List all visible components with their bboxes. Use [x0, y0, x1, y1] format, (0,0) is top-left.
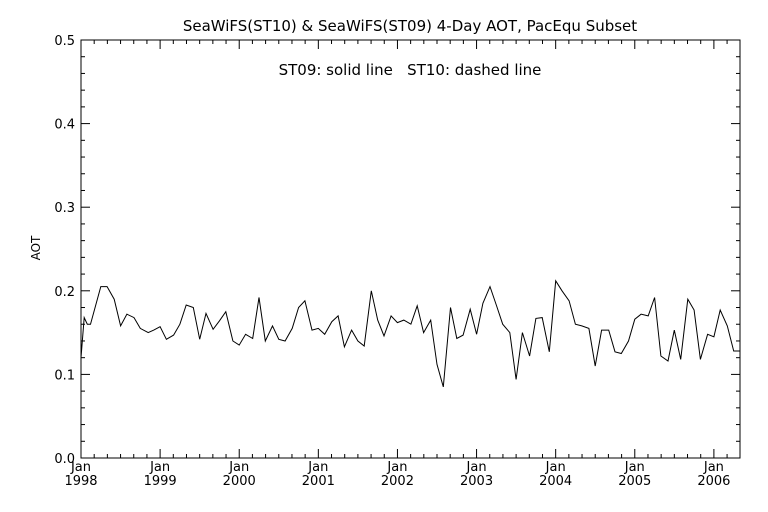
x-tick-month-label: Jan: [307, 460, 328, 475]
x-tick-year-label: 2003: [460, 474, 493, 489]
y-tick-label: 0.5: [54, 34, 75, 49]
y-tick-label: 0.2: [54, 285, 75, 300]
x-tick-year-label: 1999: [144, 474, 177, 489]
plot-frame: [80, 39, 741, 459]
y-tick-label: 0.3: [54, 201, 75, 216]
x-tick-year-label: 2005: [618, 474, 651, 489]
series-style-annotation: ST09: solid line ST10: dashed line: [279, 61, 542, 79]
x-tick-month-label: Jan: [149, 460, 170, 475]
y-axis-ticks: 0.0 0.1 0.2 0.3 0.4 0.5: [54, 34, 740, 467]
x-tick-year-label: 2000: [223, 474, 256, 489]
x-tick-year-label: 2004: [539, 474, 572, 489]
x-tick-month-label: Jan: [545, 460, 566, 475]
x-tick-month-label: Jan: [228, 460, 249, 475]
x-tick-year-label: 1998: [64, 474, 97, 489]
x-tick-month-label: Jan: [624, 460, 645, 475]
series-line-st09: [80, 279, 740, 388]
x-axis-ticks: Jan1998Jan1999Jan2000Jan2001Jan2002Jan20…: [64, 40, 730, 489]
x-tick-year-label: 2002: [381, 474, 414, 489]
x-tick-month-label: Jan: [466, 460, 487, 475]
x-tick-month-label: Jan: [70, 460, 91, 475]
y-axis-label: AOT: [29, 235, 43, 260]
series-layer: [80, 279, 740, 388]
y-tick-label: 0.4: [54, 118, 75, 133]
x-tick-year-label: 2001: [302, 474, 335, 489]
x-tick-year-label: 2006: [697, 474, 730, 489]
x-tick-month-label: Jan: [703, 460, 724, 475]
x-tick-month-label: Jan: [386, 460, 407, 475]
chart-title: SeaWiFS(ST10) & SeaWiFS(ST09) 4-Day AOT,…: [183, 17, 637, 35]
y-tick-label: 0.0: [54, 452, 75, 467]
y-tick-label: 0.1: [54, 368, 75, 383]
